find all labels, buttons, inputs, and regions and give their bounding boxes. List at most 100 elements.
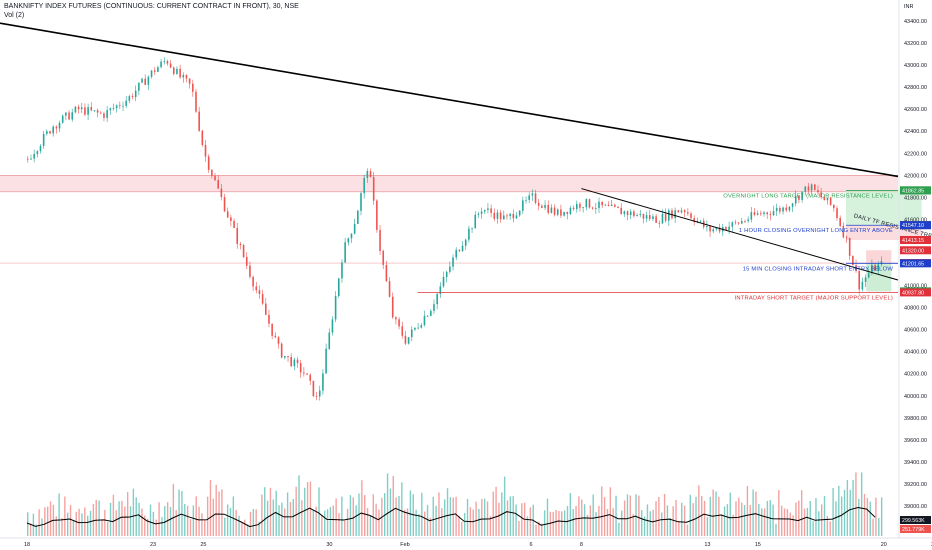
volume-bar	[384, 493, 386, 536]
volume-bar	[698, 485, 700, 536]
candle-body	[204, 144, 207, 157]
candle-body	[693, 218, 695, 223]
candle-body	[87, 107, 89, 115]
volume-bar	[529, 507, 532, 536]
candle-body	[77, 106, 80, 110]
y-tick-label: 42800.00	[904, 85, 927, 91]
volume-bar	[743, 505, 746, 536]
candle-body	[309, 374, 312, 381]
volume-bar	[421, 492, 423, 536]
candle-body	[858, 271, 861, 290]
volume-bar	[752, 489, 754, 536]
volume-bar	[44, 507, 46, 536]
volume-bar	[878, 518, 880, 536]
price-badge	[900, 246, 931, 255]
candle-body	[810, 184, 813, 191]
candle-body	[674, 210, 676, 219]
candle-body	[728, 226, 730, 231]
volume-bar	[95, 499, 97, 536]
volume-bar	[715, 491, 717, 536]
volume-bar	[541, 523, 543, 536]
volume-bar	[126, 492, 129, 536]
candle-body	[166, 61, 169, 64]
x-tick-label: 6	[529, 542, 532, 548]
volume-bar	[786, 508, 789, 536]
candle-body	[344, 242, 346, 263]
candle-body	[709, 226, 711, 232]
volume-bar	[361, 480, 363, 536]
volume-bar	[121, 500, 123, 536]
volume-bar	[215, 484, 217, 536]
volume-bar	[615, 495, 617, 536]
candle-body	[852, 255, 854, 266]
candle-body	[153, 70, 156, 72]
volume-bar	[161, 517, 163, 536]
volume-bar	[315, 506, 317, 536]
candle-body	[734, 222, 737, 224]
volume-bar	[449, 497, 452, 536]
volume-bar	[860, 472, 863, 536]
candle-body	[601, 201, 603, 206]
candle-body	[861, 281, 864, 290]
candle-body	[556, 209, 559, 215]
volume-bar	[229, 507, 232, 536]
long-target-box	[846, 190, 922, 226]
volume-bar	[483, 498, 486, 536]
candle-body	[817, 189, 819, 193]
candle-body	[433, 304, 435, 311]
volume-bar	[655, 501, 657, 536]
volume-bar	[372, 494, 374, 536]
candle-body	[788, 206, 791, 211]
volume-bar	[432, 496, 434, 536]
candle-body	[198, 111, 200, 131]
volume-bar	[366, 508, 369, 536]
candle-body	[214, 175, 216, 181]
candle-body	[334, 296, 337, 320]
volume-bar	[41, 518, 43, 536]
volume-bar	[526, 516, 529, 536]
volume-bar	[355, 505, 357, 536]
volume-bar	[666, 505, 669, 536]
volume-bar	[69, 505, 72, 536]
candle-body	[614, 204, 616, 207]
candle-body	[341, 262, 343, 279]
volume-bar	[144, 515, 146, 536]
candle-body	[598, 201, 600, 209]
volume-bar	[760, 508, 763, 536]
candle-body	[134, 90, 137, 98]
volume-bar	[409, 490, 412, 536]
candle-body	[744, 221, 746, 222]
candle-body	[68, 112, 70, 120]
volume-bar	[289, 502, 292, 536]
volume-bar	[346, 508, 349, 536]
volume-bar	[763, 508, 766, 536]
volume-bar	[344, 520, 346, 536]
candle-body	[385, 264, 388, 282]
candle-body	[848, 237, 851, 256]
candle-body	[696, 220, 699, 223]
volume-bar	[172, 483, 175, 536]
volume-bar	[458, 515, 460, 536]
volume-bar	[746, 485, 749, 536]
volume-bar	[623, 500, 626, 536]
volume-bar	[452, 497, 454, 536]
candle-body	[725, 227, 727, 231]
y-tick-label: 39000.00	[904, 504, 927, 510]
candle-body	[449, 266, 451, 272]
candle-body	[360, 193, 362, 211]
volume-bar	[583, 504, 586, 536]
candle-body	[648, 215, 651, 220]
candle-body	[880, 261, 883, 265]
volume-bar	[115, 510, 117, 536]
volume-bar	[558, 511, 560, 536]
candle-body	[331, 319, 334, 333]
volume-bar	[72, 520, 75, 536]
candle-body	[871, 264, 873, 274]
candle-body	[125, 100, 127, 106]
volume-bar	[492, 491, 494, 536]
candle-body	[52, 126, 54, 134]
candle-body	[58, 122, 61, 129]
candle-body	[328, 332, 331, 349]
candle-body	[544, 204, 546, 208]
